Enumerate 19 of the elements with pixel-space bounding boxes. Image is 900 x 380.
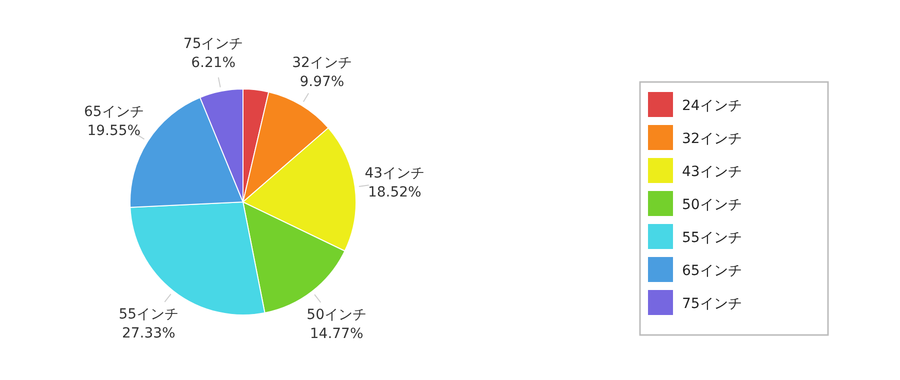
slice-label: 32インチ — [292, 54, 352, 71]
slice-label: 55インチ — [118, 306, 179, 322]
legend-label: 50インチ — [682, 197, 742, 213]
slice-label: 43インチ — [364, 166, 425, 182]
data-label: 14.77% — [310, 326, 364, 342]
legend-label: 43インチ — [682, 164, 742, 180]
legend-label: 55インチ — [682, 230, 742, 246]
slice-label: 65インチ — [84, 104, 144, 120]
slice-label: 75インチ — [183, 36, 244, 52]
slice-label: 50インチ — [306, 307, 366, 324]
data-label: 27.33% — [122, 325, 176, 342]
data-label: 18.52% — [368, 184, 422, 201]
data-label: 9.97% — [300, 74, 344, 90]
data-label: 6.21% — [191, 54, 236, 71]
legend-label: 65インチ — [682, 263, 742, 279]
data-label: 19.55% — [87, 122, 141, 139]
legend-label: 32インチ — [682, 131, 742, 147]
legend-label: 75インチ — [682, 296, 742, 312]
legend-label: 24インチ — [682, 98, 742, 114]
